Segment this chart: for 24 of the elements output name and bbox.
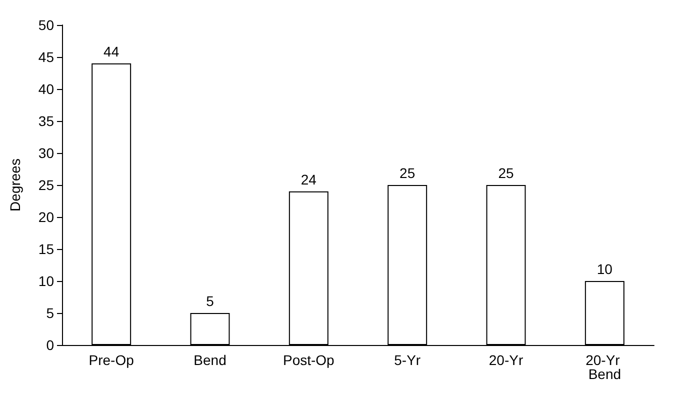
y-tick-label: 45 bbox=[38, 49, 54, 65]
y-tick-label: 25 bbox=[38, 177, 54, 193]
y-tick-label: 20 bbox=[38, 209, 54, 225]
data-label: 10 bbox=[596, 261, 613, 277]
x-tick-label: Bend bbox=[194, 352, 226, 368]
x-tick-label: 20-Yr bbox=[488, 352, 524, 368]
x-tick-label: Pre-Op bbox=[88, 352, 134, 368]
data-label: 25 bbox=[400, 165, 416, 181]
data-label: 25 bbox=[498, 165, 514, 181]
y-tick-label: 35 bbox=[38, 113, 54, 129]
y-tick-label: 50 bbox=[38, 17, 54, 33]
y-tick-label: 10 bbox=[38, 273, 54, 289]
y-tick-label: 40 bbox=[38, 81, 54, 97]
y-axis-title: Degrees bbox=[7, 158, 23, 212]
x-tick-label: Post-Op bbox=[282, 352, 335, 368]
data-label: 24 bbox=[300, 171, 317, 188]
data-label: 5 bbox=[206, 293, 214, 309]
data-label: 44 bbox=[104, 43, 120, 60]
x-tick-label: 20-Yr Bend bbox=[586, 352, 624, 382]
y-tick-label: 15 bbox=[38, 241, 54, 257]
y-tick-label: 30 bbox=[38, 145, 54, 161]
y-tick-label: 0 bbox=[46, 337, 54, 353]
y-tick-label: 5 bbox=[46, 305, 54, 321]
x-tick-label: 5-Yr bbox=[394, 352, 421, 368]
